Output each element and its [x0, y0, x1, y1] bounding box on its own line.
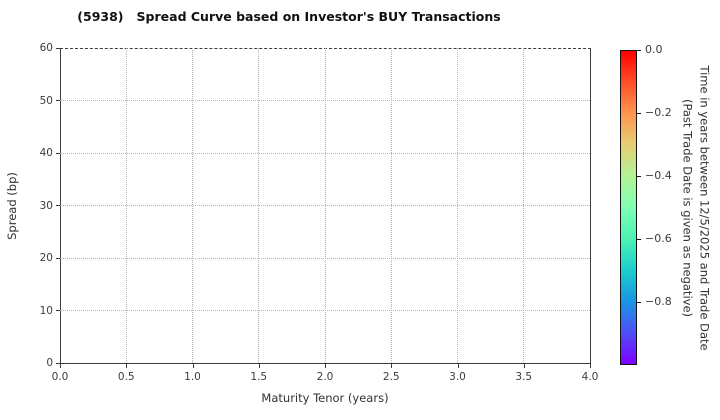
gridline-horizontal — [60, 205, 590, 206]
x-tick-mark — [325, 364, 326, 368]
gridline-horizontal — [60, 100, 590, 101]
y-tick-label: 10 — [39, 304, 53, 317]
colorbar — [620, 50, 637, 365]
x-tick-label: 3.5 — [515, 371, 533, 383]
colorbar-label-line1: Time in years between 12/5/2025 and Trad… — [698, 64, 713, 351]
x-tick-mark — [258, 364, 260, 368]
y-tick-mark — [56, 205, 60, 206]
colorbar-tick-label: −0.4 — [645, 169, 672, 182]
gridline-horizontal — [60, 257, 590, 259]
colorbar-tick-mark — [637, 238, 641, 240]
colorbar-tick-label: −0.8 — [645, 295, 672, 308]
y-tick-label: 40 — [39, 147, 53, 159]
x-tick-mark — [523, 364, 525, 368]
colorbar-tick-label: −0.6 — [645, 232, 672, 245]
x-tick-label: 1.0 — [184, 371, 201, 383]
x-axis-label: Maturity Tenor (years) — [261, 391, 389, 405]
colorbar-tick-label: −0.2 — [645, 106, 672, 119]
y-tick-label: 60 — [39, 42, 53, 54]
colorbar-tick-mark — [637, 112, 641, 114]
x-tick-label: 3.0 — [449, 371, 466, 383]
x-tick-mark — [126, 364, 128, 368]
y-tick-mark — [56, 257, 60, 259]
gridline-horizontal — [60, 310, 590, 311]
x-tick-mark — [590, 364, 591, 368]
x-tick-label: 2.0 — [316, 371, 334, 383]
x-tick-mark — [192, 364, 194, 368]
colorbar-label-wrap: Time in years between 12/5/2025 and Trad… — [677, 48, 715, 367]
x-tick-label: 4.0 — [581, 371, 599, 383]
x-tick-mark — [60, 364, 61, 368]
colorbar-tick-mark — [637, 49, 641, 51]
x-tick-mark — [457, 364, 459, 368]
chart-title: (5938) Spread Curve based on Investor's … — [77, 9, 501, 24]
colorbar-label-line2: (Past Trade Date is given as negative) — [681, 98, 696, 317]
y-tick-mark — [56, 47, 60, 49]
x-tick-label: 2.5 — [382, 371, 400, 383]
plot-area — [60, 48, 591, 364]
colorbar-tick-label: 0.0 — [645, 43, 663, 56]
y-tick-label: 30 — [39, 199, 53, 212]
y-tick-mark — [56, 152, 60, 154]
x-tick-label: 0.5 — [117, 371, 135, 383]
colorbar-tick-mark — [637, 301, 641, 303]
y-tick-mark — [56, 310, 60, 311]
y-tick-mark — [56, 100, 60, 101]
x-tick-mark — [391, 364, 393, 368]
x-tick-label: 1.5 — [250, 371, 268, 383]
y-tick-label: 50 — [39, 94, 53, 107]
y-tick-label: 20 — [39, 252, 53, 264]
y-tick-label: 0 — [46, 357, 53, 369]
colorbar-tick-mark — [637, 175, 641, 177]
y-tick-mark — [56, 362, 60, 364]
x-tick-label: 0.0 — [51, 371, 69, 383]
gridline-horizontal — [60, 152, 590, 154]
